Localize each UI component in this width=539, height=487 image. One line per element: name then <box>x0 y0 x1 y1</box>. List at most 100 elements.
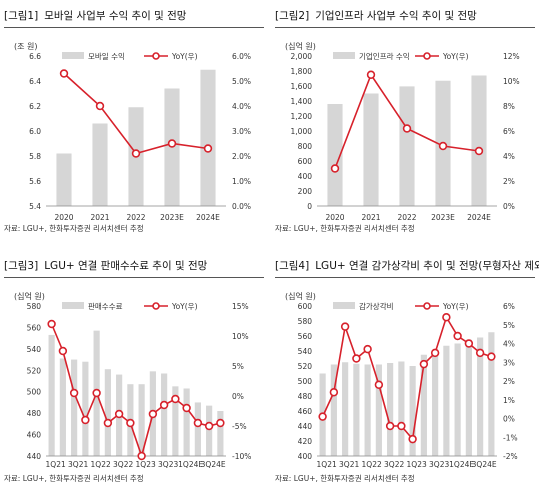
right-tick-label: 12% <box>503 52 520 61</box>
bar <box>375 364 382 456</box>
left-tick-label: 6.4 <box>29 77 41 86</box>
source-note: 자료: LGU+, 한화투자증권 리서치센터 추정 <box>4 474 144 483</box>
yoy-marker <box>352 354 361 363</box>
left-tick-label: 200 <box>298 187 313 196</box>
yoy-marker <box>171 394 180 404</box>
yoy-marker <box>419 359 429 369</box>
x-tick-label: 2024E <box>196 213 220 222</box>
yoy-marker <box>385 421 395 431</box>
chart-svg: 400 420 440 460 480 500 520 540 560 580 600 -2% -1% 0… <box>298 301 518 469</box>
legend-line-marker <box>152 52 160 60</box>
yoy-marker <box>203 144 213 153</box>
yoy-marker <box>137 451 146 461</box>
x-tick-label: 3Q21 <box>339 460 359 469</box>
right-tick-label: 6% <box>503 302 515 311</box>
unit-label: (십억 원) <box>285 42 316 51</box>
yoy-marker <box>487 352 496 361</box>
yoy-marker <box>474 146 484 156</box>
chart-panel-3: [그림3] LGU+ 연결 판매수수료 추이 및 전망 (십억 원) 440 460… <box>4 254 266 486</box>
left-tick-label: 5.4 <box>29 202 41 211</box>
yoy-marker <box>167 139 177 148</box>
left-tick-label: 6.0 <box>29 127 41 136</box>
bar <box>353 363 360 456</box>
legend-bar-swatch <box>62 302 84 309</box>
bar <box>454 343 461 456</box>
chart-title: [그림3] LGU+ 연결 판매수수료 추이 및 전망 <box>4 258 207 273</box>
bar <box>71 359 78 456</box>
unit-label: (십억 원) <box>285 292 316 301</box>
yoy-marker <box>103 418 113 428</box>
yoy-marker <box>408 434 417 444</box>
yoy-marker <box>59 69 69 78</box>
figure-number: [그림2] <box>275 10 310 22</box>
right-tick-label: 4% <box>503 152 515 161</box>
chart-title: [그림4] LGU+ 연결 감가상각비 추이 및 전망(무형자산 제외) <box>275 258 539 273</box>
yoy-marker <box>126 418 135 428</box>
figure-number: [그림1] <box>4 10 39 22</box>
yoy-marker <box>148 409 158 419</box>
right-tick-label: 6.0% <box>232 52 251 61</box>
x-tick-label: 3Q21 <box>68 460 88 469</box>
x-tick-label: 1Q23 <box>407 460 427 469</box>
bar <box>399 86 415 206</box>
left-tick-label: 480 <box>298 392 313 401</box>
x-tick-label: 1Q24E <box>449 460 474 469</box>
left-tick-label: 460 <box>298 407 313 416</box>
right-tick-label: -2% <box>503 452 518 461</box>
legend-line-marker <box>423 52 431 60</box>
bar <box>138 384 145 456</box>
x-tick-label: 2024E <box>467 213 491 222</box>
x-tick-label: 2020 <box>325 213 344 222</box>
bar <box>477 337 484 456</box>
yoy-marker <box>374 380 384 389</box>
legend-line-label: YoY(우) <box>171 52 198 61</box>
x-tick-label: 3Q22 <box>113 460 133 469</box>
yoy-marker <box>69 388 79 398</box>
figure-number: [그림4] <box>275 260 310 272</box>
bar <box>387 363 394 456</box>
left-tick-label: 1,200 <box>291 112 313 121</box>
left-tick-label: 2,000 <box>291 52 313 61</box>
left-tick-label: 400 <box>298 452 313 461</box>
yoy-marker <box>442 313 451 322</box>
source-note: 자료: LGU+, 한화투자증권 리서치센터 추정 <box>275 474 415 483</box>
bar <box>420 354 427 456</box>
bar <box>161 373 168 456</box>
bar <box>432 352 439 456</box>
title-rule <box>275 27 535 28</box>
left-tick-label: 540 <box>27 345 42 354</box>
left-tick-label: 520 <box>298 362 313 371</box>
x-tick-label: 3Q24E <box>201 460 226 469</box>
x-tick-label: 3Q22 <box>384 460 404 469</box>
title-rule <box>4 27 264 28</box>
left-tick-label: 560 <box>27 323 42 332</box>
title-text: 기업인프라 사업부 수익 추이 및 전망 <box>315 10 477 22</box>
right-tick-label: 0% <box>503 202 515 211</box>
legend-bar-swatch <box>333 302 355 309</box>
left-tick-label: 5.6 <box>29 177 41 186</box>
right-tick-label: 8% <box>503 102 515 111</box>
x-tick-label: 1Q21 <box>317 460 337 469</box>
right-tick-label: 0.0% <box>232 202 251 211</box>
legend-line-marker <box>423 302 431 310</box>
left-tick-label: 1,400 <box>291 97 313 106</box>
yoy-marker <box>216 418 225 428</box>
bar <box>104 369 111 456</box>
right-tick-label: 4% <box>503 340 515 349</box>
left-tick-label: 400 <box>298 172 313 181</box>
legend-bar-swatch <box>62 52 84 59</box>
left-tick-label: 6.2 <box>29 102 41 111</box>
yoy-marker <box>330 164 340 173</box>
title-text: 모바일 사업부 수익 추이 및 전망 <box>44 10 187 22</box>
right-tick-label: 10% <box>232 332 249 341</box>
yoy-marker <box>193 418 203 428</box>
left-tick-label: 500 <box>298 377 313 386</box>
legend-bar-swatch <box>333 52 355 59</box>
unit-label: (조 원) <box>14 42 38 51</box>
bar <box>471 75 487 206</box>
yoy-marker <box>340 322 350 331</box>
source-note: 자료: LGU+, 한화투자증권 리서치센터 추정 <box>275 224 415 233</box>
x-tick-label: 1Q23 <box>136 460 156 469</box>
left-tick-label: 580 <box>27 302 42 311</box>
right-tick-label: 2% <box>503 377 515 386</box>
